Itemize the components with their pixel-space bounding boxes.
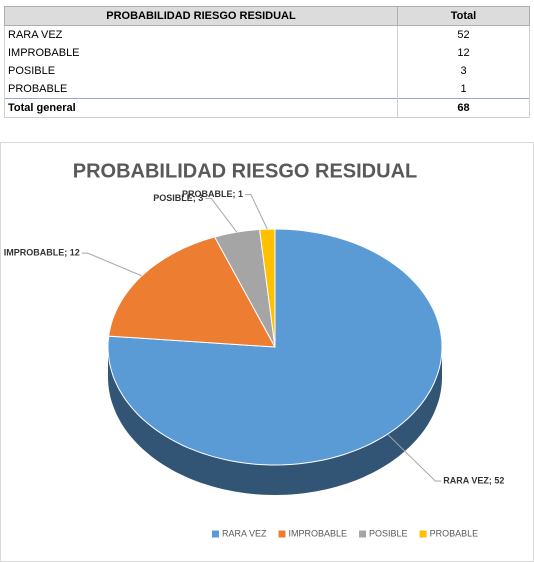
total-label: Total general xyxy=(4,98,398,118)
leader-line xyxy=(244,194,268,230)
value-cell: 12 xyxy=(397,44,530,62)
header-row: PROBABILIDAD RIESGO RESIDUAL Total xyxy=(4,6,530,26)
legend-swatch xyxy=(212,530,219,538)
data-label: IMPROBABLE; 12 xyxy=(4,247,80,257)
pie-side xyxy=(108,347,442,495)
table-row: PROBABLE 1 xyxy=(4,80,530,99)
value-cell: 52 xyxy=(397,25,530,44)
legend-swatch xyxy=(278,530,286,538)
pie-slice xyxy=(259,228,276,348)
table-row: IMPROBABLE 12 xyxy=(4,44,530,62)
leader-line xyxy=(387,433,442,482)
header-cell: Total xyxy=(397,6,530,26)
chart: PROBABILIDAD RIESGO RESIDUAL RARA VEZ; 5… xyxy=(0,142,534,562)
label-cell: RARA VEZ xyxy=(4,25,398,44)
table-row: POSIBLE 3 xyxy=(4,62,530,80)
label-cell: POSIBLE xyxy=(4,62,398,80)
total-row: Total general 68 xyxy=(4,98,530,118)
legend-swatch xyxy=(359,530,367,538)
rows: RARA VEZ 52 IMPROBABLE 12 POSIBLE 3 PROBABLE 1 xyxy=(4,25,530,99)
legend-label: IMPROBABLE xyxy=(289,528,348,538)
data-label: RARA VEZ; 52 xyxy=(443,475,504,485)
legend-label: PROBABLE xyxy=(430,528,479,538)
table-row: RARA VEZ 52 xyxy=(4,25,530,44)
chart-title: PROBABILIDAD RIESGO RESIDUAL xyxy=(73,160,417,182)
value-cell: 3 xyxy=(397,62,530,80)
legend-swatch xyxy=(419,530,427,538)
legend: RARA VEZ IMPROBABLE POSIBLE PROBABLE xyxy=(212,528,478,538)
total-value: 68 xyxy=(397,98,530,118)
label-cell: PROBABLE xyxy=(4,80,398,99)
leader-line xyxy=(205,197,238,233)
header-cell: PROBABILIDAD RIESGO RESIDUAL xyxy=(4,6,398,26)
leader-line xyxy=(81,252,142,277)
data-label: PROBABLE; 1 xyxy=(182,189,243,199)
legend-label: POSIBLE xyxy=(369,528,408,538)
legend-label: RARA VEZ xyxy=(222,528,267,538)
summary-table: PROBABILIDAD RIESGO RESIDUAL Total RARA … xyxy=(4,6,530,118)
value-cell: 1 xyxy=(397,80,530,99)
data-label: POSIBLE; 3 xyxy=(153,193,203,203)
label-cell: IMPROBABLE xyxy=(4,44,398,62)
